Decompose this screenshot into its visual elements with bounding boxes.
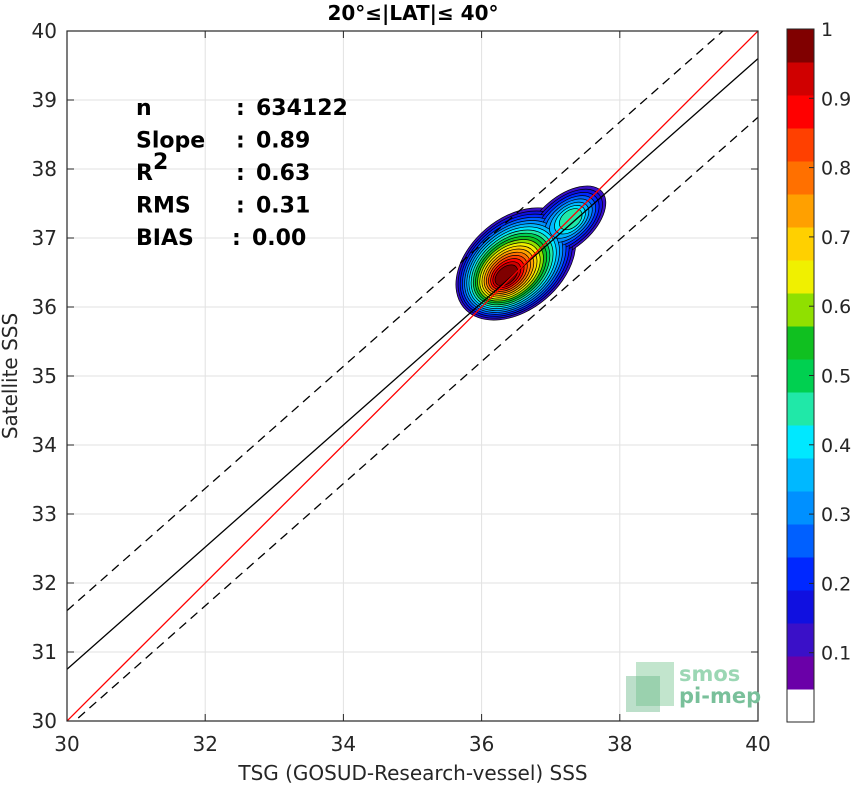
- stat-value: 0.31: [256, 194, 310, 219]
- colorbar-swatch: [787, 524, 814, 558]
- stat-name: RMS: [136, 194, 191, 219]
- colorbar-swatch: [787, 689, 814, 723]
- y-tick-label: 31: [32, 640, 57, 664]
- plot-inner: [67, 31, 758, 721]
- stat-value: 634122: [256, 96, 348, 121]
- density-level: [494, 264, 518, 287]
- stat-value: 0.89: [256, 129, 310, 154]
- y-tick-label: 32: [32, 571, 57, 595]
- identity-line: [67, 31, 758, 721]
- colorbar-swatch: [787, 590, 814, 624]
- colorbar-tick-label: 0.1: [821, 643, 851, 665]
- stat-superscript: 2: [153, 150, 168, 175]
- fit-upper-dashed-line: [67, 31, 724, 612]
- x-tick-label: 36: [469, 732, 494, 756]
- y-tick-label: 33: [32, 502, 57, 526]
- x-tick-label: 34: [331, 732, 356, 756]
- colorbar: 0.1 0.2 0.3 0.4 0.5 0.6 0.7 0.8 0.9 1: [786, 19, 851, 723]
- logo-line2: pi-mep: [679, 684, 761, 708]
- colorbar-tick-label: 0.6: [821, 296, 851, 318]
- y-tick-label: 40: [32, 19, 57, 43]
- colorbar-swatch: [787, 623, 814, 657]
- colorbar-swatch: [787, 293, 814, 327]
- stat-separator: :: [236, 161, 245, 186]
- colorbar-swatch: [787, 425, 814, 459]
- x-tick-label: 32: [192, 732, 217, 756]
- stat-value: 0.63: [256, 161, 310, 186]
- stat-value: 0.00: [252, 226, 306, 251]
- stat-separator: :: [232, 226, 241, 251]
- stat-separator: :: [236, 129, 245, 154]
- y-tick-label: 34: [32, 433, 57, 457]
- colorbar-swatch: [787, 95, 814, 129]
- y-tick-label: 36: [32, 295, 57, 319]
- x-axis-label: TSG (GOSUD-Research-vessel) SSS: [237, 761, 587, 785]
- stat-name: BIAS: [136, 226, 194, 251]
- x-tick-label: 38: [607, 732, 632, 756]
- x-tick-label: 40: [745, 732, 770, 756]
- colorbar-swatch: [787, 656, 814, 690]
- y-tick-label: 39: [32, 88, 57, 112]
- colorbar-tick-label: 0.5: [821, 366, 851, 388]
- logo-mark: [636, 662, 674, 706]
- colorbar-swatch: [787, 557, 814, 591]
- chart-title: 20°≤|LAT|≤ 40°: [327, 1, 498, 25]
- colorbar-swatch: [787, 392, 814, 426]
- stat-name: R: [136, 161, 153, 186]
- stat-separator: :: [236, 96, 245, 121]
- colorbar-swatch: [787, 326, 814, 360]
- colorbar-tick-label: 0.2: [821, 573, 851, 595]
- colorbar-swatch: [787, 194, 814, 228]
- y-tick-label: 35: [32, 364, 57, 388]
- colorbar-swatch: [787, 227, 814, 261]
- y-tick-label: 37: [32, 226, 57, 250]
- y-tick-label: 30: [32, 709, 57, 733]
- x-tick-label: 30: [54, 732, 79, 756]
- colorbar-tick-label: 0.7: [821, 227, 851, 249]
- colorbar-swatch: [787, 128, 814, 162]
- smos-pi-mep-logo: smos pi-mep: [626, 662, 761, 712]
- colorbar-tick-label: 0.9: [821, 88, 851, 110]
- colorbar-swatch: [787, 29, 814, 63]
- logo-line1: smos: [679, 662, 740, 686]
- density-contours: [455, 185, 607, 321]
- colorbar-tick-label: 0.8: [821, 158, 851, 180]
- colorbar-swatch: [787, 62, 814, 96]
- plot-area: 30 32 34 36 38 40 30 31 32 33 34 35 36 37 38 39 40: [32, 19, 771, 756]
- fit-lower-dashed-line: [73, 116, 758, 721]
- logo-mark: [626, 676, 660, 712]
- colorbar-tick-label: 1: [821, 19, 833, 41]
- colorbar-swatch: [787, 458, 814, 492]
- fit-line: [67, 58, 758, 670]
- colorbar-tick-label: 0.4: [821, 435, 851, 457]
- colorbar-swatch: [787, 161, 814, 195]
- stat-name: Slope: [136, 129, 205, 154]
- colorbar-swatch: [787, 491, 814, 525]
- y-tick-label: 38: [32, 157, 57, 181]
- stat-separator: :: [236, 194, 245, 219]
- colorbar-tick-label: 0.3: [821, 504, 851, 526]
- y-axis-label: Satellite SSS: [0, 313, 22, 439]
- colorbar-swatch: [787, 260, 814, 294]
- stat-name: n: [136, 96, 152, 121]
